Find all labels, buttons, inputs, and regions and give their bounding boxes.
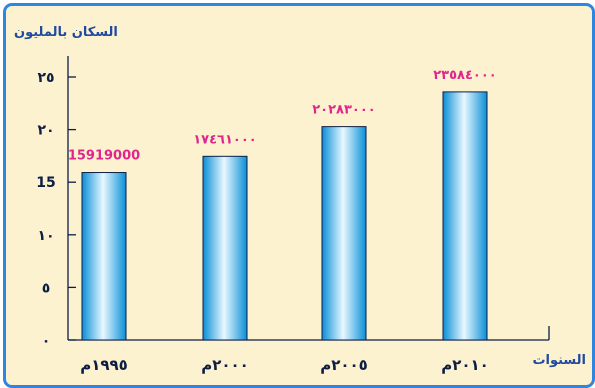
bar-data-label: ١٧٤٦١٠٠٠ [193, 132, 256, 147]
bar-data-label: ٢٠٢٨٣٠٠٠ [312, 103, 375, 118]
y-tick-label: ٠ [42, 333, 51, 349]
bar [202, 155, 248, 341]
x-tick-label: ١٩٩٥م [80, 356, 128, 374]
bar-data-label: 15919000 [68, 149, 140, 164]
x-axis-title: السنوات [532, 353, 586, 368]
bar [442, 91, 488, 341]
x-tick-label: ٢٠١٠م [441, 356, 489, 374]
bar [81, 172, 127, 341]
y-tick-label: ٢٠ [37, 123, 54, 139]
bar-data-label: ٢٣٥٨٤٠٠٠ [433, 68, 496, 83]
y-tick-label: ٥ [42, 280, 51, 296]
bar [321, 126, 367, 341]
y-tick-label: ٢٥ [37, 70, 54, 86]
x-tick-label: ٢٠٠٠م [201, 356, 249, 374]
y-tick-label: 15 [36, 175, 55, 191]
x-tick-label: ٢٠٠٥م [320, 356, 368, 374]
y-tick-label: ١٠ [37, 228, 54, 244]
y-axis-title: السكان بالمليون [14, 25, 118, 40]
